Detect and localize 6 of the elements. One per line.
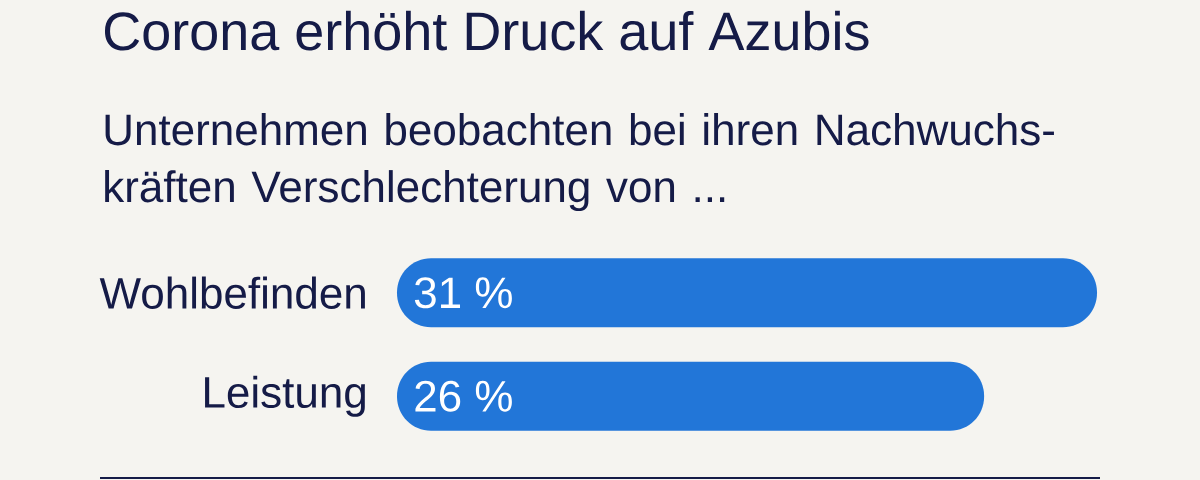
data-label: 26 % bbox=[415, 380, 512, 412]
y-tick-label: Wohlbefinden bbox=[99, 276, 365, 309]
y-tick-label: Leistung bbox=[205, 375, 365, 417]
chart-title: Corona erhöht Druck auf Azubis bbox=[104, 10, 869, 51]
chart-subtitle: Unternehmen beobachten bei ihren Nachwuchs-kräften Verschlechterung von ... bbox=[105, 113, 1054, 212]
data-label: 31 % bbox=[414, 277, 512, 309]
